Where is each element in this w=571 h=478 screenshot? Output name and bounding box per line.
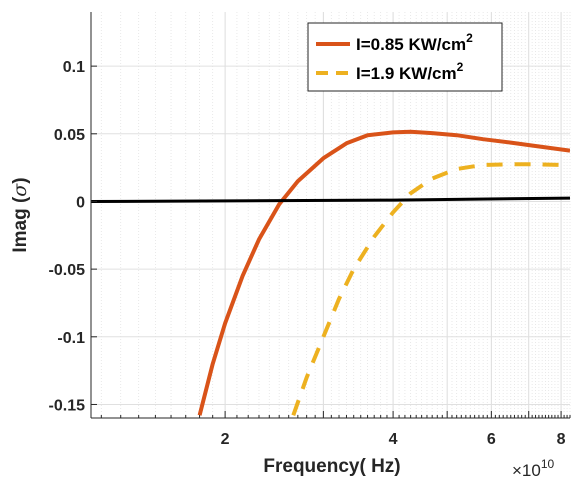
x-tick-label: 8 bbox=[557, 431, 566, 448]
legend-label-series-1: I=0.85 KW/cm2 bbox=[356, 31, 473, 54]
y-tick-label: -0.05 bbox=[49, 262, 86, 279]
x-tick-label: 6 bbox=[487, 431, 496, 448]
y-tick-label: -0.1 bbox=[57, 330, 85, 347]
x-axis-label: Frequency( Hz) bbox=[263, 456, 400, 477]
legend-box bbox=[307, 22, 503, 92]
series-line-1 bbox=[197, 129, 570, 416]
x-tick-label: 4 bbox=[389, 431, 398, 448]
legend: I=0.85 KW/cm2 I=1.9 KW/cm2 bbox=[307, 22, 503, 92]
series-line-3 bbox=[91, 196, 570, 203]
series-line-2 bbox=[291, 162, 562, 416]
y-tick-label: 0.1 bbox=[63, 59, 85, 76]
y-tick-label: 0 bbox=[76, 194, 85, 211]
data-lines bbox=[91, 129, 570, 416]
x-tick-label: 2 bbox=[221, 431, 230, 448]
x-axis-multiplier: ×1010 bbox=[512, 457, 555, 478]
tick-labels: 2 4 6 8 0.1 0.05 0 -0.05 -0.1 -0.15 bbox=[49, 59, 566, 448]
y-axis-label: Imag (σ) bbox=[9, 177, 31, 252]
axes bbox=[90, 12, 571, 419]
y-tick-label: -0.15 bbox=[49, 397, 86, 414]
legend-label-series-2: I=1.9 KW/cm2 bbox=[356, 60, 464, 83]
y-tick-label: 0.05 bbox=[54, 127, 85, 144]
